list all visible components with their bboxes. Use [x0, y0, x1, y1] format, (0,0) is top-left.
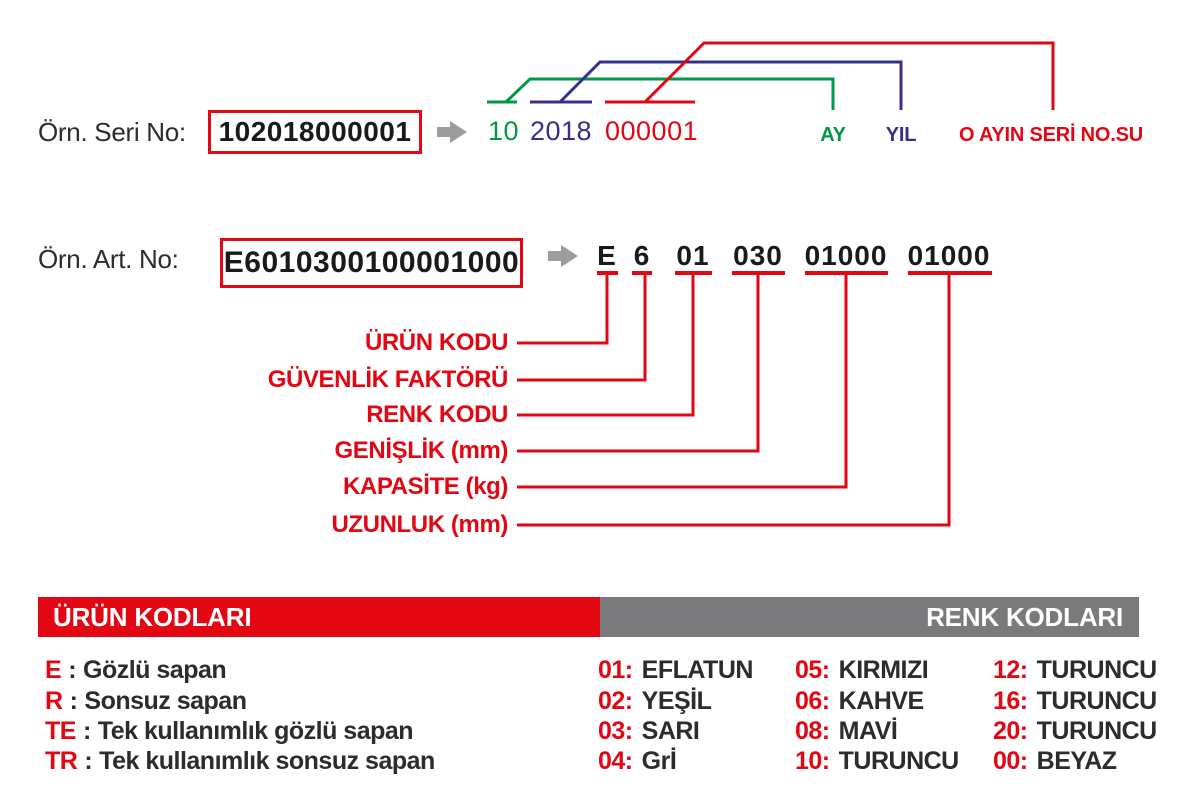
color-code: 05: [795, 656, 830, 684]
color-code: 06: [795, 687, 830, 715]
color-code: 01: [598, 656, 633, 684]
color-name: TURUNCU [838, 747, 960, 775]
color-code-cell: 10: TURUNCU [795, 748, 959, 774]
serial-part-serial: 000001 [605, 116, 699, 146]
color-code-callout: RENK KODU [366, 401, 508, 428]
color-codes-header: RENK KODLARI [926, 602, 1123, 632]
product-name: Gözlü sapan [83, 656, 227, 684]
product-codes-header: ÜRÜN KODLARI [53, 602, 252, 632]
color-name: EFLATUN [641, 656, 754, 684]
color-name: MAVİ [838, 717, 898, 745]
color-code: 10: [795, 747, 830, 775]
safety-factor-callout: GÜVENLİK FAKTÖRÜ [267, 366, 509, 393]
serial-connector-line [643, 41, 1055, 110]
serial-number-box: 102018000001 [208, 110, 422, 154]
product-code-row: E: Gözlü sapan [45, 656, 227, 684]
product-code-connector [517, 273, 609, 345]
serial-of-month-callout-label: O AYIN SERİ NO.SU [958, 124, 1144, 146]
serial-part-month: 10 [488, 116, 520, 146]
color-code-cell: 16: TURUNCU [993, 688, 1157, 714]
width-connector [517, 273, 760, 453]
segment-capacity: 01000 [804, 240, 888, 271]
segment-color-code: 01 [676, 240, 710, 271]
length-connector [517, 273, 951, 527]
color-name: TURUNCU [1036, 687, 1158, 715]
product-name: Tek kullanımlık gözlü sapan [97, 717, 414, 745]
month-connector-line [504, 77, 835, 110]
year-connector-line [558, 60, 903, 110]
color-code-cell: 00: BEYAZ [993, 748, 1117, 774]
color-code-cell: 05: KIRMIZI [795, 656, 929, 684]
color-code: 20: [993, 717, 1028, 745]
color-code-cell: 04: Grİ [598, 747, 677, 775]
color-name: BEYAZ [1036, 747, 1117, 775]
color-code: 12: [993, 656, 1028, 684]
color-code-cell: 03: SARI [598, 717, 700, 745]
segment-product-code: E [597, 240, 617, 271]
separator: : [69, 687, 78, 715]
product-name: Sonsuz sapan [84, 687, 247, 715]
color-code-cell: 20: TURUNCU [993, 718, 1157, 744]
color-code: 02: [598, 687, 633, 715]
product-code: R [45, 687, 63, 715]
product-code: TR [45, 747, 78, 775]
year-callout-label: YIL [885, 124, 917, 146]
product-code: E [45, 656, 62, 684]
width-callout: GENİŞLİK (mm) [334, 437, 509, 464]
color-name: TURUNCU [1036, 656, 1158, 684]
article-example-label: Örn. Art. No: [38, 244, 179, 274]
separator: : [82, 717, 91, 745]
color-name: SARI [641, 717, 700, 745]
product-code: TE [45, 717, 76, 745]
color-code-cell: 08: MAVİ [795, 717, 898, 745]
product-code-row: TR: Tek kullanımlık sonsuz sapan [45, 748, 435, 774]
color-code: 04: [598, 747, 633, 775]
product-code-callout: ÜRÜN KODU [364, 329, 508, 356]
segment-length: 01000 [907, 240, 991, 271]
capacity-callout: KAPASİTE (kg) [342, 473, 508, 500]
color-code: 16: [993, 687, 1028, 715]
color-name: TURUNCU [1036, 717, 1158, 745]
segment-connectors [517, 273, 951, 527]
product-code-row: R: Sonsuz sapan [45, 687, 247, 715]
article-number-box: E6010300100001000 [220, 238, 523, 288]
color-code-cell: 02: YEŞİL [598, 687, 712, 715]
segment-safety-factor: 6 [633, 240, 651, 271]
capacity-connector [517, 273, 848, 489]
article-number-value: E6010300100001000 [223, 246, 520, 279]
serial-example-label: Örn. Seri No: [38, 117, 186, 147]
color-name: Grİ [641, 747, 677, 775]
color-name: YEŞİL [641, 687, 712, 715]
color-codes-header-bar [600, 597, 1139, 637]
color-code-cell: 12: TURUNCU [993, 657, 1157, 683]
color-code: 03: [598, 717, 633, 745]
month-callout-label: AY [820, 124, 846, 146]
color-name: KAHVE [838, 687, 925, 715]
separator: : [68, 656, 77, 684]
color-code-cell: 01: EFLATUN [598, 657, 753, 683]
serial-number-value: 102018000001 [218, 116, 412, 147]
color-name: KIRMIZI [838, 656, 929, 684]
color-code: 00: [993, 747, 1028, 775]
color-code-connector [517, 273, 695, 417]
serial-part-year: 2018 [530, 116, 593, 146]
color-code-cell: 06: KAHVE [795, 688, 924, 714]
product-name: Tek kullanımlık sonsuz sapan [99, 747, 435, 775]
separator: : [84, 747, 93, 775]
product-codes-header-bar [38, 597, 600, 637]
safety-factor-connector [517, 273, 647, 382]
segment-width: 030 [733, 240, 783, 271]
arrow-right-icon [437, 121, 467, 143]
color-code: 08: [795, 717, 830, 745]
length-callout: UZUNLUK (mm) [331, 511, 508, 538]
product-code-row: TE: Tek kullanımlık gözlü sapan [45, 717, 414, 745]
